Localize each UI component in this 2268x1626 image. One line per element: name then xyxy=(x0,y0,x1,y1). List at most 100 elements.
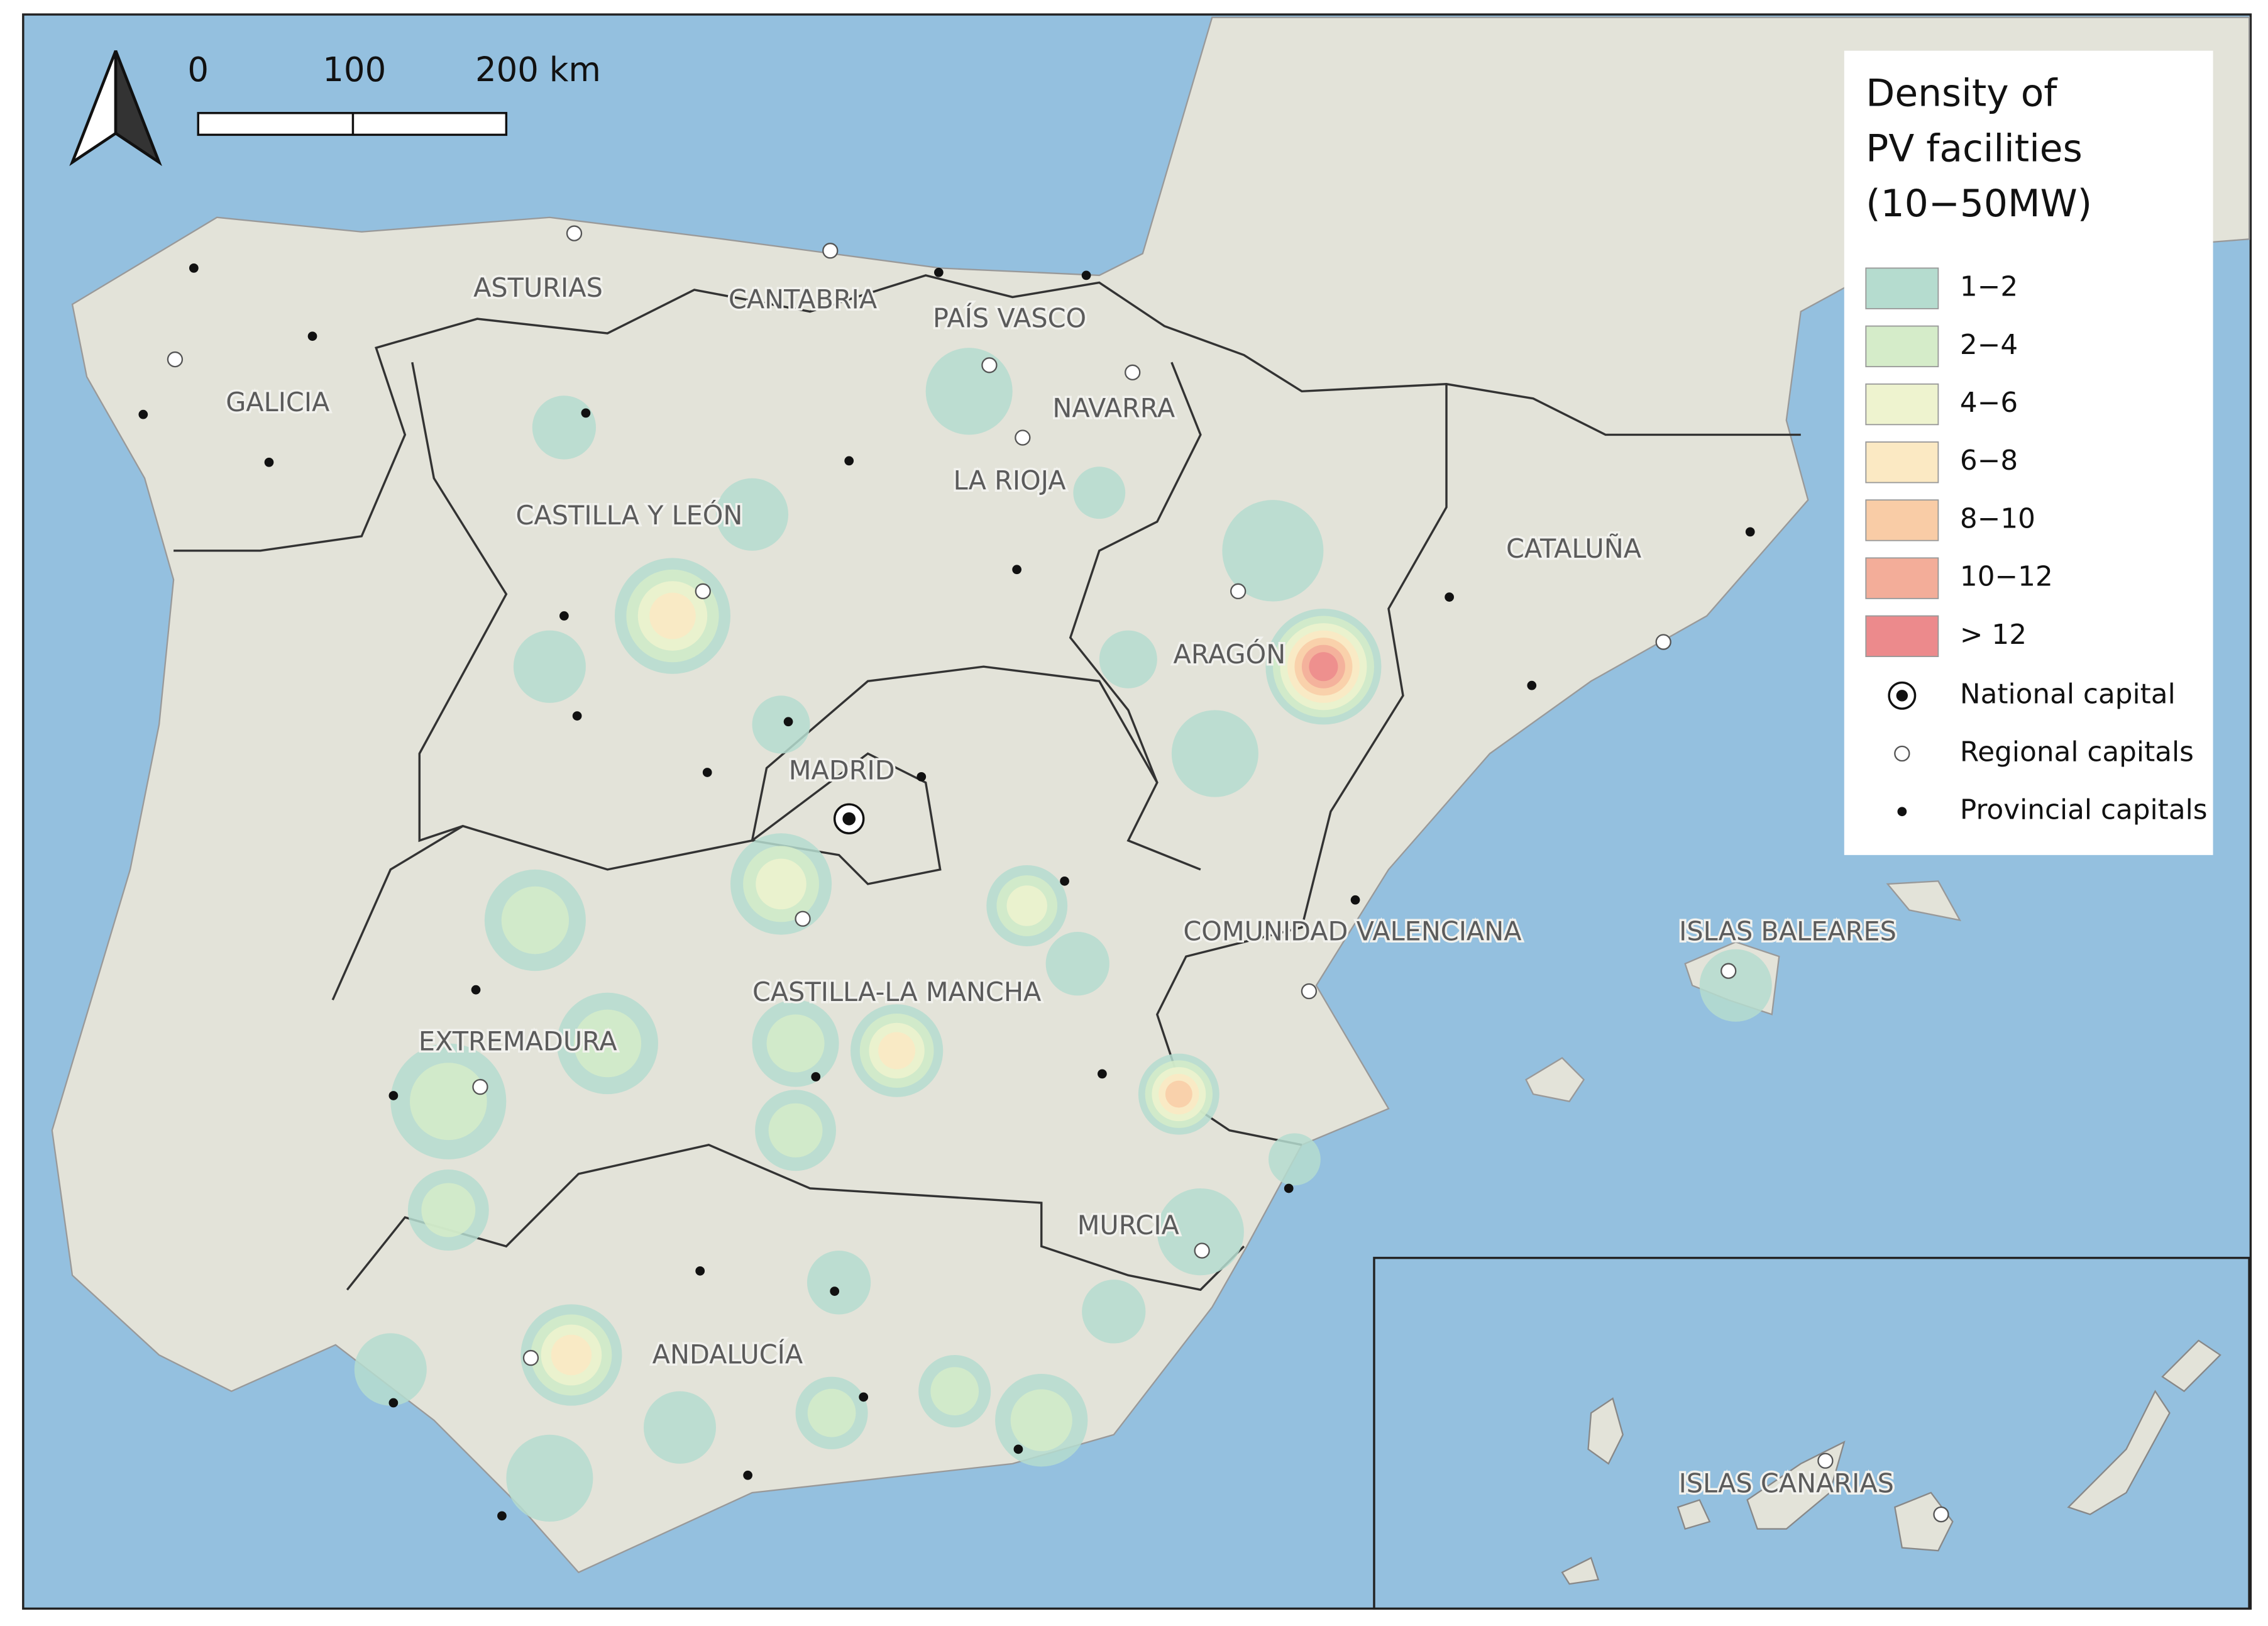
density-blob xyxy=(573,1009,642,1078)
legend-swatch xyxy=(1865,557,1939,599)
provincial-capital xyxy=(1013,1444,1023,1454)
regional-capital xyxy=(1015,429,1031,446)
density-layer xyxy=(354,348,1772,1522)
legend-label: 2−4 xyxy=(1960,329,2018,361)
provincial-capital xyxy=(572,711,582,721)
provincial-capital xyxy=(559,611,569,621)
regional-capital xyxy=(167,351,184,368)
density-blob xyxy=(1309,652,1338,682)
region-label: COMUNIDAD VALENCIANA xyxy=(1183,916,1521,946)
region-label: EXTREMADURA xyxy=(419,1026,617,1056)
regional-capital xyxy=(981,357,998,373)
legend-swatch xyxy=(1865,267,1939,309)
provincial-capital xyxy=(189,263,199,273)
region-label: ISLAS CANARIAS xyxy=(1679,1468,1894,1498)
regional-capital xyxy=(472,1078,488,1095)
regional-capital xyxy=(1301,983,1318,1000)
regional-capital xyxy=(1194,1242,1210,1259)
region-label: ISLAS BALEARES xyxy=(1679,916,1896,946)
region-label: MURCIA xyxy=(1077,1210,1179,1241)
regional-capital xyxy=(1720,963,1737,979)
provincial-capital xyxy=(138,409,148,419)
legend-label: 6−8 xyxy=(1960,445,2018,477)
legend-symbol-label: Provincial capitals xyxy=(1960,794,2208,826)
inset-frame xyxy=(1373,1256,2250,1610)
national-capital-dot xyxy=(842,812,856,826)
scale-label: 200 km xyxy=(475,51,601,89)
density-blob xyxy=(1171,710,1258,797)
provincial-capital xyxy=(844,456,854,466)
legend-symbol-label: National capital xyxy=(1960,678,2176,710)
density-blob xyxy=(421,1183,476,1237)
regional-capital xyxy=(1817,1452,1834,1469)
density-blob xyxy=(925,348,1013,435)
regional-capital xyxy=(695,583,711,600)
legend-label: 10−12 xyxy=(1960,561,2053,593)
density-blob xyxy=(752,695,810,754)
density-blob xyxy=(551,1334,592,1376)
provincial-capital xyxy=(830,1286,840,1296)
density-blob xyxy=(930,1367,979,1416)
density-blob xyxy=(1157,1188,1244,1276)
scale-label: 100 xyxy=(322,51,386,89)
provincial-capital xyxy=(388,1091,399,1100)
regional-capital xyxy=(1230,583,1247,600)
regional-capital xyxy=(566,225,583,241)
legend-label: > 12 xyxy=(1960,619,2027,651)
density-blob xyxy=(1699,949,1772,1022)
region-labels: ASTURIAS CANTABRIA PAÍS VASCO GALICIA NAVARR… xyxy=(224,270,1899,1500)
density-blob xyxy=(1099,630,1157,689)
legend-title: (10−50MW) xyxy=(1866,182,2092,226)
region-label: CATALUÑA xyxy=(1506,534,1641,564)
provincial-capital xyxy=(811,1072,821,1081)
density-blob xyxy=(506,1434,593,1522)
provincial-capital xyxy=(933,267,944,277)
region-label: ANDALUCÍA xyxy=(652,1339,803,1369)
provincial-capital xyxy=(859,1392,869,1402)
regional-capital xyxy=(1655,634,1671,650)
density-blob xyxy=(643,1391,717,1464)
density-blob xyxy=(1006,885,1047,926)
provincial-capital xyxy=(471,985,481,995)
density-blob xyxy=(806,1251,871,1315)
provincial-capital xyxy=(497,1511,507,1521)
region-label: ARAGÓN xyxy=(1174,639,1286,670)
regional-capital xyxy=(822,243,839,259)
legend-title: PV facilities xyxy=(1866,126,2082,170)
density-blob xyxy=(1165,1080,1192,1108)
density-blob xyxy=(354,1333,427,1406)
legend-title: Density of xyxy=(1866,72,2058,116)
legend-symbol-label: Regional capitals xyxy=(1960,736,2194,768)
region-label: PAÍS VASCO xyxy=(933,303,1086,333)
legend: Density of PV facilities (10−50MW) 1−2 2−4 4−… xyxy=(1844,50,2213,855)
provincial-capital xyxy=(1284,1183,1294,1193)
density-blob xyxy=(768,1103,823,1158)
regional-capital xyxy=(1125,364,1141,381)
density-blob xyxy=(766,1014,825,1073)
legend-label: 1−2 xyxy=(1960,271,2018,303)
legend-label: 8−10 xyxy=(1960,502,2035,534)
provincial-capital xyxy=(1445,592,1454,602)
legend-swatch xyxy=(1865,441,1939,484)
provincial-capital xyxy=(743,1470,752,1480)
capitals xyxy=(138,225,1949,1523)
legend-label: 4−6 xyxy=(1960,387,2018,419)
provincial-capital xyxy=(388,1398,399,1408)
region-label: CASTILLA-LA MANCHA xyxy=(752,977,1041,1007)
density-blob xyxy=(532,395,597,460)
region-label: MADRID xyxy=(789,755,895,785)
provincial-capital xyxy=(1350,895,1360,905)
provincial-capital xyxy=(783,717,793,727)
provincial-capital xyxy=(917,772,927,782)
density-blob xyxy=(716,478,789,551)
provincial-capital xyxy=(1060,876,1069,886)
density-blob xyxy=(649,592,696,639)
density-blob xyxy=(878,1032,916,1070)
provincial-capital xyxy=(307,331,317,341)
provincial-capital xyxy=(1527,680,1537,690)
density-blob xyxy=(1222,500,1324,602)
legend-swatch xyxy=(1865,383,1939,426)
density-blob xyxy=(513,630,586,703)
north-arrow xyxy=(69,50,162,167)
